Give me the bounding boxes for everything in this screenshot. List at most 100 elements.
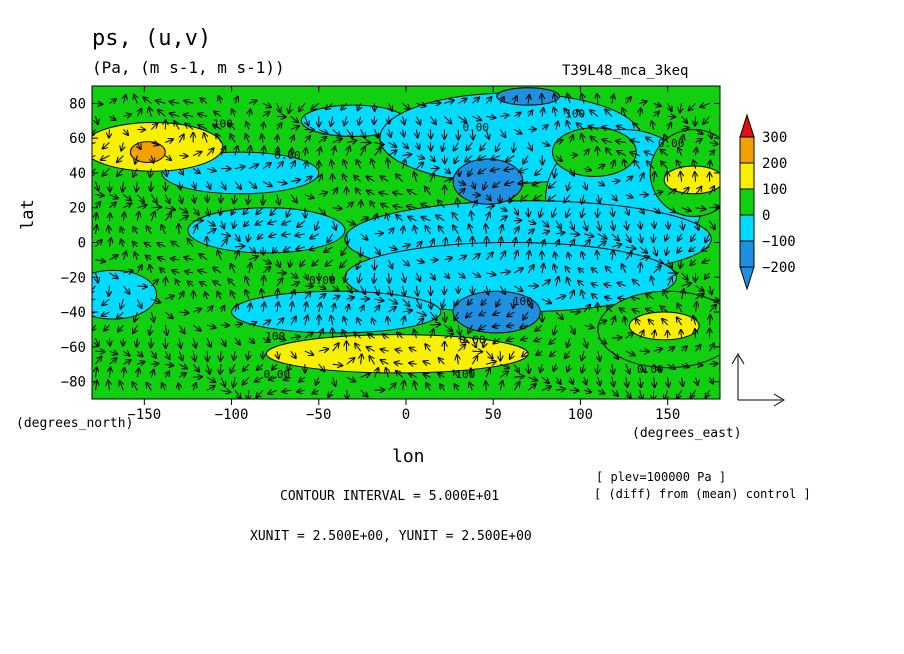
- wind-vector: [693, 316, 696, 326]
- wind-vector: [109, 238, 111, 247]
- wind-vector: [554, 168, 556, 178]
- wind-vector: [178, 224, 179, 234]
- wind-vector: [165, 371, 169, 378]
- wind-vector: [284, 247, 292, 251]
- wind-vector: [486, 206, 494, 208]
- wind-vector: [710, 315, 711, 326]
- wind-vector: [583, 390, 591, 392]
- wind-vector: [514, 207, 518, 215]
- wind-vector: [120, 381, 124, 391]
- wind-vector: [696, 302, 697, 313]
- wind-vector: [667, 347, 675, 351]
- wind-vector: [486, 194, 491, 201]
- wind-vector: [667, 364, 675, 369]
- wind-vector: [639, 101, 647, 103]
- wind-vector: [121, 298, 124, 309]
- wind-vector: [409, 373, 417, 377]
- wind-vector: [402, 245, 410, 247]
- wind-vector: [220, 239, 227, 248]
- wind-vector: [234, 194, 235, 204]
- colorbar-band: [739, 240, 755, 268]
- wind-vector: [172, 270, 180, 273]
- wind-vector: [507, 338, 515, 341]
- wind-vector: [262, 267, 270, 274]
- wind-vector: [514, 227, 519, 235]
- wind-vector: [403, 381, 405, 391]
- wind-vector: [361, 354, 362, 365]
- wind-vector: [123, 213, 124, 221]
- wind-vector: [479, 325, 487, 330]
- wind-vector: [569, 234, 579, 235]
- wind-vector: [183, 115, 194, 117]
- wind-vector: [472, 200, 477, 208]
- wind-vector: [157, 243, 166, 247]
- wind-vector: [486, 129, 489, 138]
- wind-vector: [590, 110, 599, 117]
- wind-vector: [192, 363, 199, 371]
- wind-vector: [170, 102, 180, 104]
- wind-vector: [646, 309, 654, 312]
- wind-vector: [277, 351, 279, 358]
- wind-vector: [486, 368, 490, 378]
- wind-vector: [567, 181, 570, 191]
- wind-vector: [682, 377, 683, 386]
- wind-vector: [680, 103, 682, 112]
- wind-vector: [151, 370, 154, 378]
- wind-vector: [327, 233, 334, 242]
- wind-vector: [231, 264, 235, 274]
- wind-vector: [150, 168, 152, 177]
- wind-vector: [569, 324, 575, 334]
- wind-vector: [630, 140, 640, 142]
- wind-vector: [375, 214, 377, 221]
- wind-vector: [109, 255, 117, 261]
- wind-vector: [565, 267, 570, 274]
- wind-vector: [207, 237, 208, 247]
- wind-vector: [472, 129, 473, 139]
- wind-vector: [150, 194, 157, 203]
- y-tick-label: −40: [61, 305, 86, 321]
- wind-vector: [165, 278, 166, 287]
- wind-vector: [118, 324, 124, 332]
- wind-vector: [123, 114, 131, 116]
- colorbar-band: [739, 162, 755, 190]
- wind-vector: [606, 148, 613, 156]
- wind-vector: [514, 238, 516, 247]
- wind-vector: [133, 242, 138, 247]
- wind-vector: [276, 162, 283, 169]
- wind-vector: [444, 273, 449, 278]
- wind-vector: [132, 382, 138, 391]
- wind-vector: [665, 233, 667, 241]
- wind-vector: [389, 103, 393, 111]
- wind-vector: [493, 337, 501, 343]
- wind-vector: [104, 324, 110, 331]
- wind-vector: [564, 194, 571, 203]
- wind-vector: [333, 377, 336, 386]
- wind-vector: [591, 268, 599, 273]
- wind-vector: [277, 103, 280, 112]
- wind-vector: [318, 363, 325, 371]
- wind-vector: [123, 251, 126, 261]
- wind-vector: [556, 122, 558, 130]
- wind-vector: [622, 108, 626, 117]
- wind-vector: [696, 148, 697, 156]
- wind-vector: [695, 208, 706, 209]
- wind-vector: [518, 182, 529, 184]
- wind-vector: [458, 99, 466, 104]
- wind-vector: [570, 240, 574, 248]
- wind-vector: [137, 362, 144, 365]
- wind-vector: [235, 146, 237, 156]
- wind-vector: [611, 181, 620, 182]
- wind-vector: [207, 207, 209, 216]
- wind-vector: [597, 147, 598, 156]
- wind-vector: [472, 116, 481, 120]
- wind-vector: [184, 257, 194, 260]
- wind-vector: [359, 272, 361, 283]
- wind-vector: [695, 294, 704, 300]
- wind-vector: [262, 163, 271, 170]
- wind-vector: [289, 103, 291, 113]
- wind-vector: [520, 325, 529, 328]
- wind-vector: [324, 246, 333, 252]
- wind-vector: [625, 195, 633, 198]
- wind-vector: [248, 101, 257, 104]
- wind-vector: [319, 147, 321, 156]
